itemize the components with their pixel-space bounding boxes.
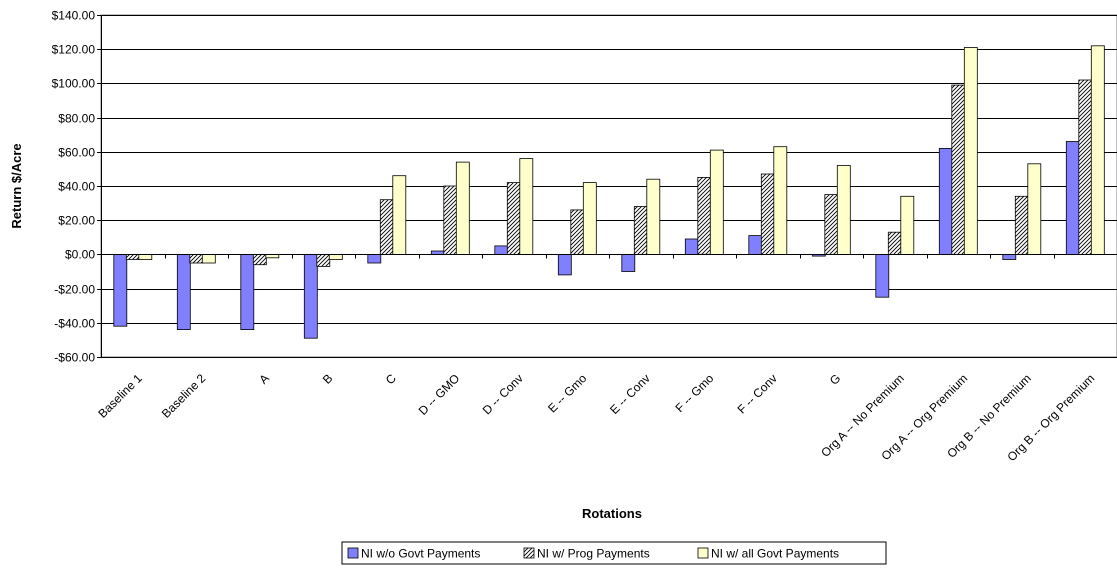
bar: [773, 146, 788, 255]
x-tick-label: A: [256, 371, 272, 387]
bar: [697, 176, 712, 255]
y-tick-label: $60.00: [58, 146, 95, 160]
bar: [252, 253, 267, 266]
bar: [455, 161, 470, 255]
x-axis-title: Rotations: [582, 506, 642, 521]
bars: [113, 45, 1105, 339]
y-tick-label: $40.00: [58, 180, 95, 194]
bar: [316, 253, 331, 267]
bar: [557, 253, 572, 276]
axes: [97, 15, 1117, 358]
bar: [113, 253, 128, 327]
bar: [900, 195, 915, 255]
x-tick-labels: Baseline 1 Baseline 2 A B C D -- GMO D -- Conv…: [95, 371, 1097, 464]
x-tick-label: F -- Gmo: [673, 371, 717, 415]
x-tick-label: D -- GMO: [416, 371, 463, 418]
x-tick-label: E -- Gmo: [545, 371, 590, 416]
y-tick-label: $100.00: [52, 77, 96, 91]
bar: [392, 175, 407, 255]
bar: [938, 147, 953, 255]
x-tick-label: E -- Conv: [607, 371, 653, 417]
bar: [646, 178, 661, 255]
bar: [875, 253, 890, 298]
bar: [1014, 195, 1029, 255]
bar: [138, 253, 153, 260]
bar: [240, 253, 255, 330]
x-tick-label: Baseline 1: [95, 371, 145, 421]
y-tick-label: -$40.00: [54, 317, 95, 331]
bar: [1078, 79, 1093, 255]
bar: [1065, 141, 1080, 255]
bar: [379, 199, 394, 255]
gridlines: [101, 15, 1117, 358]
bar: [621, 253, 636, 272]
legend: NI w/o Govt Payments NI w/ Prog Payments N…: [341, 541, 887, 565]
bar: [824, 194, 839, 255]
y-tick-label: -$20.00: [54, 283, 95, 297]
bar: [367, 253, 382, 264]
legend-label: NI w/ Prog Payments: [537, 547, 650, 561]
bar: [506, 182, 521, 255]
x-tick-label: B: [320, 371, 336, 387]
x-tick-label: D -- Conv: [480, 371, 526, 417]
bar: [684, 238, 699, 255]
legend-swatch: [697, 547, 709, 559]
bar: [963, 47, 978, 255]
legend-box: [341, 541, 887, 565]
bar: [570, 209, 585, 255]
bar: [582, 182, 597, 255]
bar: [951, 84, 966, 255]
x-tick-label: G: [827, 371, 844, 388]
legend-swatch: [523, 547, 535, 559]
bar: [328, 253, 343, 260]
bar: [430, 250, 445, 255]
y-tick-labels: -$60.00 -$40.00 -$20.00 $0.00 $20.00 $40.00 $6…: [52, 9, 96, 365]
bar: [189, 253, 204, 264]
y-tick-label: $20.00: [58, 214, 95, 228]
y-tick-label: $80.00: [58, 112, 95, 126]
bar: [836, 165, 851, 255]
bar: [709, 149, 724, 255]
y-tick-label: -$60.00: [54, 351, 95, 365]
y-axis-title: Return $/Acre: [9, 143, 24, 228]
bar: [748, 235, 763, 255]
legend-label: NI w/o Govt Payments: [361, 547, 480, 561]
legend-label: NI w/ all Govt Payments: [711, 547, 839, 561]
bar: [1090, 45, 1105, 255]
bar: [125, 253, 140, 260]
bar: [443, 185, 458, 255]
bar: [1002, 253, 1017, 260]
bar: [176, 253, 191, 330]
x-tick-label: C: [383, 371, 399, 387]
x-tick-label: Baseline 2: [159, 371, 209, 421]
bar: [201, 253, 216, 264]
bar: [887, 231, 902, 255]
y-tick-label: $140.00: [52, 9, 96, 23]
y-tick-label: $0.00: [65, 248, 95, 262]
bar: [494, 245, 509, 255]
bar: [519, 158, 534, 255]
bar: [303, 253, 318, 339]
x-tick-label: F -- Conv: [735, 371, 780, 416]
bar: [1027, 163, 1042, 255]
y-tick-label: $120.00: [52, 43, 96, 57]
legend-swatch: [347, 547, 359, 559]
bar: [633, 206, 648, 255]
bar: [760, 173, 775, 255]
